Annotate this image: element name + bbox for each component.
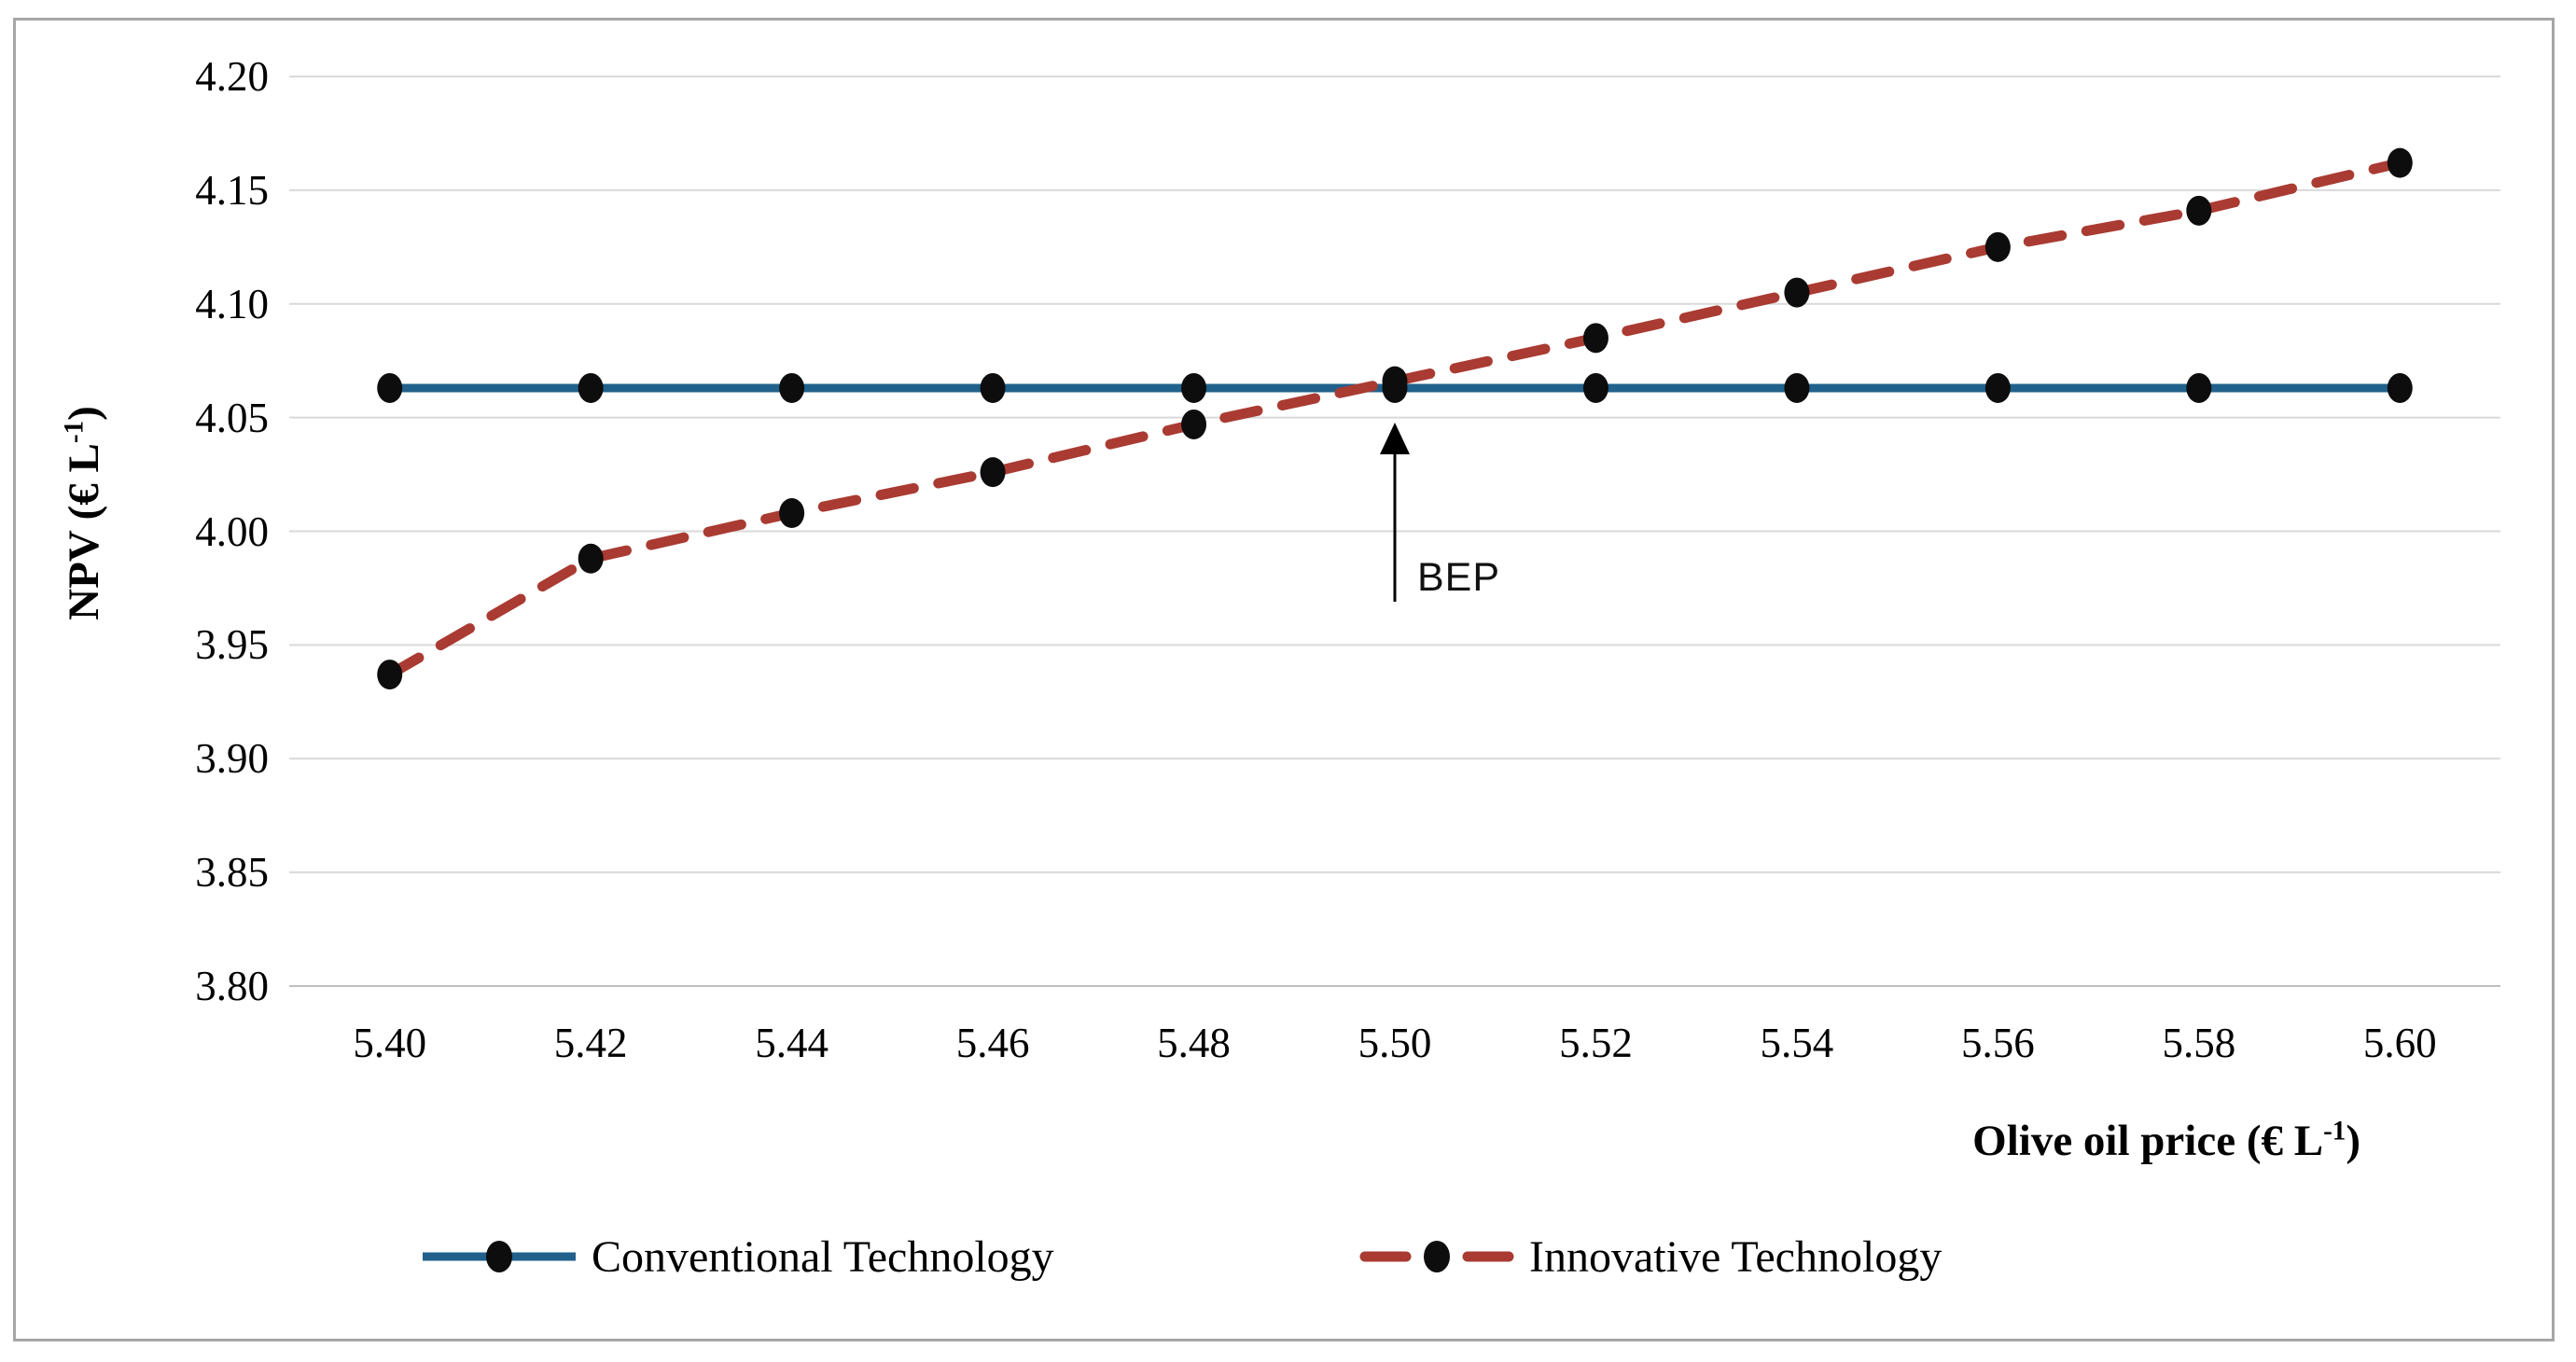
- data-point-marker: [1582, 372, 1608, 403]
- y-tick-label: 3.85: [195, 849, 269, 896]
- y-tick-label: 4.15: [195, 166, 269, 214]
- x-tick-label: 5.46: [955, 1020, 1030, 1066]
- x-tick-label: 5.44: [755, 1020, 828, 1066]
- data-point-markers: [377, 147, 2413, 690]
- x-tick-label: 5.48: [1157, 1020, 1231, 1066]
- data-point-marker: [1984, 231, 2011, 262]
- y-tick-label: 4.05: [195, 394, 269, 441]
- data-point-marker: [377, 660, 403, 690]
- y-axis-title: NPV (€ L-1): [59, 406, 108, 620]
- data-point-marker: [1181, 372, 1207, 403]
- y-tick-label: 3.80: [195, 963, 269, 1009]
- legend-label-innovative: Innovative Technology: [1529, 1231, 1942, 1282]
- data-point-marker: [2186, 195, 2212, 226]
- data-point-marker: [377, 372, 403, 403]
- x-tick-label: 5.54: [1760, 1020, 1834, 1066]
- data-point-marker: [1984, 372, 2011, 403]
- bep-arrow: [1380, 422, 1410, 602]
- data-point-marker: [980, 457, 1006, 488]
- legend-item-innovative: Innovative Technology: [1358, 1224, 1942, 1289]
- y-tick-label: 4.10: [195, 280, 269, 327]
- data-point-marker: [779, 498, 805, 528]
- data-point-marker: [578, 543, 604, 574]
- x-tick-label: 5.50: [1358, 1020, 1432, 1066]
- data-point-marker: [578, 372, 604, 403]
- x-tick-label: 5.52: [1559, 1020, 1633, 1066]
- data-point-marker: [1784, 372, 1810, 403]
- legend-marker-solid-line-icon: [423, 1241, 576, 1272]
- x-axis-title: Olive oil price (€ L-1): [1972, 1116, 2360, 1165]
- bep-arrow-head: [1380, 422, 1410, 454]
- x-tick-label: 5.40: [353, 1020, 427, 1066]
- data-point-marker: [2186, 372, 2212, 403]
- y-axis-title-superscript: -1: [59, 420, 90, 444]
- data-point-marker: [2387, 372, 2413, 403]
- x-tick-label: 5.56: [1960, 1020, 2035, 1066]
- x-tick-label: 5.58: [2162, 1020, 2236, 1066]
- data-point-marker: [2387, 147, 2413, 178]
- data-point-marker: [779, 372, 805, 403]
- bep-annotation-label: BEP: [1417, 554, 1501, 600]
- data-point-marker: [1382, 366, 1408, 396]
- x-axis-title-superscript: -1: [2323, 1116, 2346, 1147]
- figure-border: [13, 18, 2555, 1341]
- x-tick-label: 5.60: [2362, 1020, 2437, 1066]
- legend-marker-dashed-line-icon: [1359, 1241, 1514, 1272]
- legend-item-conventional: Conventional Technology: [420, 1224, 1054, 1289]
- data-point-marker: [1181, 409, 1207, 439]
- y-tick-label: 3.90: [195, 735, 269, 783]
- legend-label-conventional: Conventional Technology: [592, 1231, 1054, 1282]
- data-point-marker: [1582, 323, 1608, 354]
- x-tick-label: 5.42: [553, 1020, 628, 1066]
- data-point-marker: [980, 372, 1006, 403]
- y-tick-label: 4.20: [195, 53, 269, 100]
- y-tick-label: 4.00: [195, 507, 269, 555]
- y-tick-label: 3.95: [195, 621, 269, 669]
- gridlines: [289, 76, 2500, 987]
- data-point-marker: [1784, 277, 1810, 308]
